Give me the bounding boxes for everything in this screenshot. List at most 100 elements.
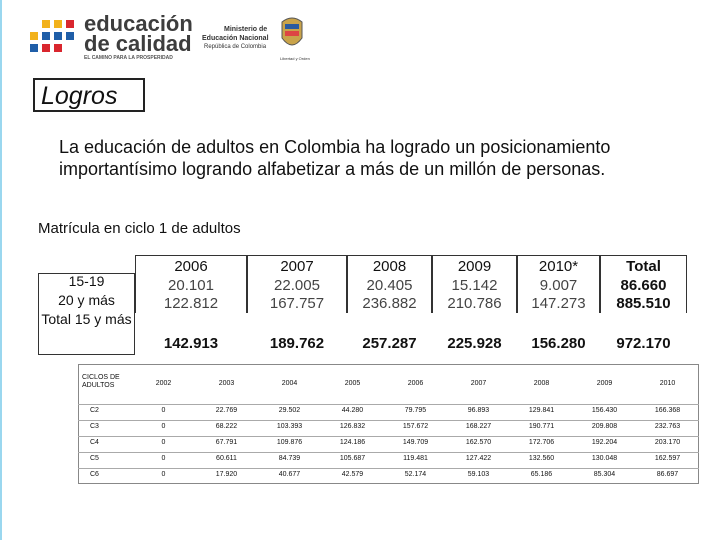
column-header: 2009: [596, 380, 613, 387]
column-header: 2005: [344, 380, 361, 387]
row-line: [78, 436, 699, 437]
column-header: 2010: [659, 380, 676, 387]
table-value: 65.186: [530, 471, 553, 478]
column-header: CICLOS DE ADULTOS: [82, 374, 120, 389]
table-cell: [600, 255, 687, 313]
table-value: 119.481: [403, 455, 428, 462]
paragraph: La educación de adultos en Colombia ha l…: [59, 137, 611, 179]
table-value: 172.706: [528, 439, 555, 446]
table-value: 20.405: [366, 277, 413, 294]
table-value: C4: [90, 439, 99, 446]
table-value: 109.876: [276, 439, 303, 446]
table-value: 17.920: [215, 471, 238, 478]
table-value: 0: [161, 471, 166, 478]
column-header: 2008: [533, 380, 550, 387]
table-value: 257.287: [362, 335, 417, 352]
table-value: 167.757: [269, 295, 325, 312]
table-value: C2: [90, 407, 99, 414]
table-value: 59.103: [467, 471, 490, 478]
logo-text: de calidad: [84, 31, 192, 56]
table-value: 189.762: [269, 335, 325, 352]
table-value: 0: [161, 439, 166, 446]
table-value: 60.611: [216, 455, 237, 462]
ministry-text: Ministerio de: [224, 26, 268, 33]
table-value: 225.928: [447, 335, 502, 352]
table-cell: [38, 273, 135, 355]
table-value: 162.570: [465, 439, 492, 446]
table-value: 232.763: [654, 423, 681, 430]
table-value: 130.048: [591, 455, 618, 462]
table-value: 52.174: [404, 471, 427, 478]
table-value: 156.280: [531, 335, 586, 352]
column-header: 2002: [155, 380, 172, 387]
table-value: 44.280: [341, 407, 364, 414]
row-label: Total 15 y más: [41, 311, 132, 327]
column-header: 2007: [470, 380, 487, 387]
table-value: 84.739: [278, 455, 301, 462]
table-value: 210.786: [447, 295, 502, 312]
column-header: Total: [626, 258, 661, 275]
table-value: 103.393: [276, 423, 303, 430]
table-value: 0: [161, 423, 166, 430]
table-value: 122.812: [163, 295, 219, 312]
title: Logros: [41, 82, 118, 110]
table-value: 124.186: [339, 439, 366, 446]
logo-tagline: EL CAMINO PARA LA PROSPERIDAD: [84, 55, 173, 61]
table-value: 85.304: [593, 471, 616, 478]
table-value: 192.204: [591, 439, 618, 446]
table-value: 68.222: [215, 423, 238, 430]
motto: Libertad y Orden: [280, 56, 310, 61]
table-value: 67.791: [215, 439, 238, 446]
table-value: 147.273: [531, 295, 586, 312]
column-header: 2010*: [538, 258, 579, 275]
table-value: 79.795: [404, 407, 427, 414]
column-header: 2006: [174, 258, 208, 275]
table-value: 42.579: [341, 471, 364, 478]
table-value: C3: [90, 423, 99, 430]
column-header: 2007: [280, 258, 314, 275]
subtitle: Matrícula en ciclo 1 de adultos: [38, 220, 241, 237]
column-header: 2006: [407, 380, 424, 387]
table-value: 156.430: [591, 407, 618, 414]
column-header: 2003: [218, 380, 235, 387]
table-value: 40.677: [278, 471, 301, 478]
table-value: 142.913: [163, 335, 219, 352]
table-value: 236.882: [362, 295, 417, 312]
table-value: 885.510: [616, 295, 671, 312]
table-cell: [347, 255, 432, 313]
table-value: 29.502: [278, 407, 301, 414]
table-cell: [135, 255, 247, 313]
row-label: 20 y más: [58, 292, 115, 308]
row-line: [78, 452, 699, 453]
row-line: [78, 404, 699, 405]
table-value: 22.769: [215, 407, 238, 414]
table-value: 20.101: [168, 277, 214, 294]
table-value: 96.893: [467, 407, 490, 414]
table-value: 972.170: [616, 335, 671, 352]
table-value: 132.560: [528, 455, 555, 462]
ministry-text: Educación Nacional: [202, 35, 269, 42]
table-value: 166.368: [654, 407, 681, 414]
table-value: 0: [161, 455, 166, 462]
column-header: 2004: [281, 380, 298, 387]
row-label: 15-19: [68, 273, 105, 289]
table-value: C5: [90, 455, 99, 462]
table-value: 127.422: [465, 455, 492, 462]
logo-text: educación: [84, 11, 193, 36]
column-header: 2009: [457, 258, 492, 275]
table-cell: [432, 255, 517, 313]
table-value: 149.709: [402, 439, 429, 446]
column-header: 2008: [372, 258, 407, 275]
table-value: 86.697: [656, 471, 679, 478]
table-value: 168.227: [465, 423, 492, 430]
table-value: 86.660: [620, 277, 667, 294]
table-value: 190.771: [528, 423, 555, 430]
table-value: 105.687: [339, 455, 366, 462]
row-line: [78, 420, 699, 421]
table-value: 126.832: [339, 423, 366, 430]
table-value: 22.005: [274, 277, 320, 294]
table-frame: [78, 364, 699, 484]
table-value: C6: [90, 471, 99, 478]
table-value: 9.007: [539, 277, 578, 294]
